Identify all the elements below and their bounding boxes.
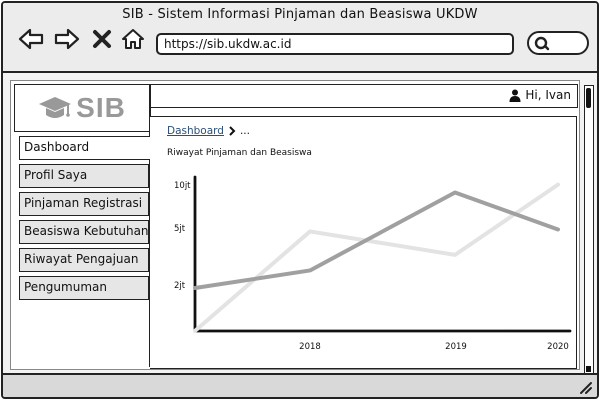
graduation-cap-icon xyxy=(39,97,72,118)
breadcrumb-link-dashboard[interactable]: Dashboard xyxy=(167,125,224,137)
vertical-scrollbar[interactable] xyxy=(584,85,594,375)
series-line xyxy=(193,190,560,290)
sidebar-item-pengumuman[interactable]: Pengumuman xyxy=(19,276,149,300)
scroll-down-arrow[interactable] xyxy=(586,366,591,372)
forward-arrow-icon[interactable] xyxy=(53,27,81,51)
resize-grip-icon[interactable] xyxy=(577,379,593,395)
status-bar xyxy=(3,373,597,397)
url-input[interactable]: https://sib.ukdw.ac.id xyxy=(156,33,514,55)
home-icon[interactable] xyxy=(119,27,147,51)
sidebar-item-beasiswa-kebutuhan[interactable]: Beasiswa Kebutuhan xyxy=(19,220,149,244)
y-tick-label: 2jt xyxy=(174,281,186,291)
sidebar-divider xyxy=(149,84,151,367)
chart-title: Riwayat Pinjaman dan Beasiswa xyxy=(167,148,312,158)
x-tick-label: 2019 xyxy=(445,342,467,352)
sidebar-item-riwayat-pengajuan[interactable]: Riwayat Pengajuan xyxy=(19,248,149,272)
sidebar-item-dashboard[interactable]: Dashboard xyxy=(19,136,150,160)
user-icon xyxy=(509,89,521,102)
chevron-right-icon xyxy=(229,126,236,136)
series-line xyxy=(193,182,560,333)
close-icon[interactable] xyxy=(91,27,113,51)
sidebar-item-profil-saya[interactable]: Profil Saya xyxy=(19,164,149,188)
breadcrumb: Dashboard ... xyxy=(167,125,250,137)
window-title: SIB - Sistem Informasi Pinjaman dan Beas… xyxy=(122,7,478,22)
line-chart: 2jt 5jt 10jt 2018 2019 2020 xyxy=(174,175,572,352)
browser-chrome: SIB - Sistem Informasi Pinjaman dan Beas… xyxy=(3,3,597,73)
user-greeting: Hi, Ivan xyxy=(525,88,571,102)
scroll-thumb[interactable] xyxy=(586,88,591,108)
sidebar: Dashboard Profil Saya Pinjaman Registras… xyxy=(19,136,150,304)
back-arrow-icon[interactable] xyxy=(17,27,45,51)
x-tick-label: 2020 xyxy=(547,342,569,352)
user-menu[interactable]: Hi, Ivan xyxy=(509,88,571,102)
sidebar-item-pinjaman-registrasi[interactable]: Pinjaman Registrasi xyxy=(19,192,149,216)
search-icon xyxy=(534,36,550,51)
logo[interactable]: SIB xyxy=(14,84,150,132)
logo-text: SIB xyxy=(76,92,126,123)
main-content: Dashboard ... Riwayat Pinjaman dan Beasi… xyxy=(150,116,577,369)
x-tick-label: 2018 xyxy=(299,342,321,352)
search-field[interactable] xyxy=(527,31,589,55)
y-tick-label: 10jt xyxy=(174,181,191,191)
page-canvas: SIB Hi, Ivan Dashboard Profil Saya Pinja… xyxy=(10,80,580,370)
top-header: Hi, Ivan xyxy=(149,84,578,108)
y-tick-label: 5jt xyxy=(174,224,186,234)
breadcrumb-trail: ... xyxy=(239,125,250,137)
